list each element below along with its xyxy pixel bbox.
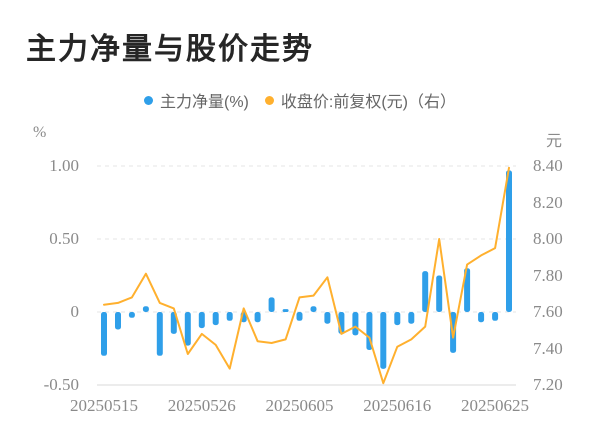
bar (115, 312, 121, 330)
bar (324, 312, 331, 324)
bar (394, 312, 401, 326)
bar (296, 312, 303, 321)
bar (408, 312, 415, 324)
x-axis-tick: 20250515 (69, 396, 138, 415)
bar (226, 312, 233, 321)
x-axis-tick: 20250616 (363, 396, 432, 415)
legend-label-main-net-volume: 主力净量(%) (160, 94, 249, 111)
bar (142, 306, 149, 312)
chart-title: 主力净量与股价走势 (26, 33, 314, 66)
legend-label-close-price: 收盘价:前复权(元)（右） (280, 94, 456, 111)
x-axis-tick: 20250526 (167, 396, 236, 415)
right-axis-tick: 8.40 (533, 156, 563, 175)
legend-marker-bar-series-icon (144, 95, 153, 105)
bar (464, 268, 471, 312)
right-axis-tick: 7.60 (533, 302, 563, 321)
left-axis-tick: 0.50 (49, 229, 79, 248)
bar (268, 297, 275, 312)
bar (380, 312, 387, 369)
bar (198, 312, 205, 329)
left-axis-tick: 1.00 (49, 156, 79, 175)
legend-item-close-price[interactable]: 收盘价:前复权(元)（右） (264, 88, 456, 112)
right-axis-tick: 8.00 (533, 229, 563, 248)
grid-lines (97, 165, 516, 313)
right-axis-unit: 元 (546, 133, 563, 150)
bar (254, 312, 261, 323)
legend-marker-line-series-icon (264, 95, 274, 105)
bar (506, 170, 512, 312)
bar (492, 312, 499, 321)
x-axis-tick: 20250605 (265, 396, 334, 415)
bar (128, 312, 135, 318)
left-axis-tick: 0 (70, 302, 80, 321)
bar (101, 312, 107, 356)
left-axis-unit: % (33, 124, 47, 141)
right-axis-tick: 8.20 (533, 192, 563, 212)
price-line (103, 166, 510, 385)
bar-series-main-net-volume (101, 170, 512, 369)
legend-item-main-net-volume[interactable]: 主力净量(%) (144, 88, 249, 112)
right-axis-tick: 7.40 (533, 338, 563, 358)
bar (156, 312, 163, 356)
bar (352, 312, 359, 336)
bar (282, 309, 289, 312)
bar (478, 312, 485, 323)
bar (184, 312, 191, 346)
right-axis-tick: 7.20 (533, 375, 563, 394)
bar (436, 275, 443, 312)
bar (170, 312, 177, 334)
bar (422, 271, 429, 312)
x-axis-tick: 20250625 (461, 396, 530, 415)
bar (310, 306, 317, 312)
bar (212, 312, 219, 326)
left-axis-tick: -0.50 (43, 375, 79, 394)
legend: 主力净量(%) 收盘价:前复权(元)（右） (0, 88, 600, 112)
right-axis-tick: 7.80 (533, 265, 563, 285)
